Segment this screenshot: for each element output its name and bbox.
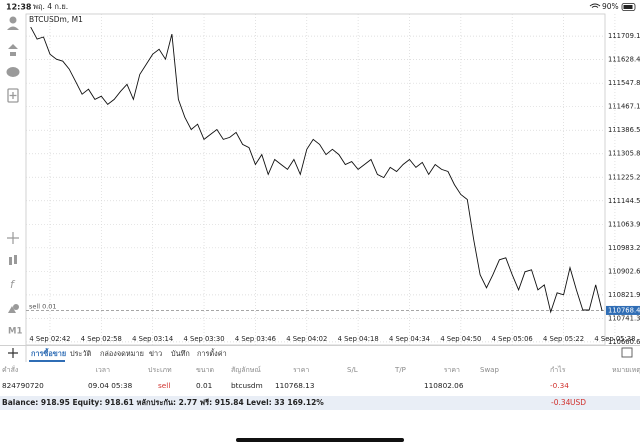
x-tick-label: 4 Sep 03:46 bbox=[235, 335, 276, 343]
price-marker bbox=[606, 305, 640, 315]
left-toolbar: f bbox=[6, 16, 20, 313]
summary-profit: -0.34 bbox=[551, 398, 571, 407]
table-header: กำไร bbox=[550, 365, 566, 374]
x-tick-label: 4 Sep 02:58 bbox=[81, 335, 122, 343]
battery-icon bbox=[621, 3, 636, 11]
summary-bar bbox=[0, 396, 640, 410]
table-header: ราคา bbox=[293, 366, 309, 374]
y-tick-label: 111305.85 bbox=[608, 150, 640, 158]
home-indicator bbox=[236, 438, 404, 442]
tab[interactable]: การตั้งค่า bbox=[197, 348, 227, 358]
y-tick-label: 110660.65 bbox=[608, 338, 640, 346]
y-tick-label: 111709.10 bbox=[608, 32, 640, 40]
table-header: S/L bbox=[347, 366, 358, 374]
indicator-icon[interactable]: f bbox=[10, 278, 16, 291]
chat-icon[interactable] bbox=[6, 67, 20, 77]
candles-icon[interactable] bbox=[9, 257, 12, 265]
objects-icon-2[interactable] bbox=[13, 304, 19, 310]
table-cell[interactable]: 110802.06 bbox=[424, 381, 464, 390]
table-cell[interactable]: 0.01 bbox=[196, 381, 212, 390]
table-cell[interactable]: 09.04 05:38 bbox=[88, 381, 133, 390]
new-order-icon[interactable] bbox=[7, 88, 19, 103]
table-header: ขนาด bbox=[196, 366, 214, 374]
tab[interactable]: กล่องจดหมาย bbox=[100, 349, 144, 358]
table-header: หมายเหตุ bbox=[612, 366, 640, 374]
x-tick-label: 4 Sep 04:34 bbox=[389, 335, 430, 343]
price-marker-label: 110768.46 bbox=[608, 306, 640, 314]
x-tick-label: 4 Sep 04:02 bbox=[286, 335, 327, 343]
tab-underline bbox=[29, 360, 65, 362]
y-tick-label: 111547.80 bbox=[608, 79, 640, 87]
status-date: พฤ. 4 ก.ย. bbox=[33, 2, 68, 11]
tab[interactable]: ประวัติ bbox=[70, 349, 92, 358]
table-cell[interactable]: 110768.13 bbox=[275, 381, 315, 390]
x-tick-label: 4 Sep 05:22 bbox=[543, 335, 584, 343]
wifi-icon bbox=[589, 3, 601, 8]
x-tick-label: 4 Sep 03:14 bbox=[132, 335, 173, 343]
y-tick-label: 111386.50 bbox=[608, 126, 640, 134]
table-header: คำสั่ง bbox=[2, 365, 18, 374]
account-icon[interactable] bbox=[9, 16, 17, 24]
new-order-plus bbox=[9, 92, 17, 99]
x-tick-label: 4 Sep 05:38 bbox=[594, 335, 635, 343]
timeframe-button[interactable]: M1 bbox=[8, 327, 22, 337]
y-tick-label: 110983.25 bbox=[608, 244, 640, 252]
layout-button[interactable] bbox=[621, 347, 633, 358]
add-button[interactable] bbox=[8, 348, 18, 358]
status-time: 12:38 bbox=[6, 3, 32, 12]
tabs: การซื้อขาย ประวัติ กล่องจดหมาย ข่าว บันทึก กา… bbox=[29, 347, 227, 362]
status-battery: 90% bbox=[602, 2, 619, 11]
trade-icon[interactable] bbox=[8, 44, 18, 56]
table-header: T/P bbox=[394, 366, 406, 374]
table-cell[interactable]: 824790720 bbox=[2, 381, 44, 390]
summary-text: Balance: 918.95 Equity: 918.61 หลักประกั… bbox=[2, 398, 324, 407]
table-cell[interactable]: -0.34 bbox=[550, 381, 569, 390]
table-header: Swap bbox=[480, 366, 499, 374]
chart-frame bbox=[25, 13, 606, 346]
x-tick-label: 4 Sep 03:30 bbox=[184, 335, 225, 343]
table-cell[interactable]: btcusdm bbox=[231, 381, 263, 390]
y-tick-label: 111225.20 bbox=[608, 173, 640, 181]
crosshair-icon[interactable] bbox=[7, 232, 19, 244]
table-header: สัญลักษณ์ bbox=[231, 366, 261, 374]
table-cell[interactable]: sell bbox=[158, 381, 170, 390]
table: คำสั่ง เวลา ประเภท ขนาด สัญลักษณ์ ราคา S/L T/P ร… bbox=[2, 365, 640, 390]
order-line-label: sell 0.01 bbox=[29, 303, 57, 311]
objects-icon[interactable] bbox=[8, 306, 16, 313]
x-tick-label: 4 Sep 05:06 bbox=[492, 335, 533, 343]
x-tick-label: 4 Sep 04:18 bbox=[338, 335, 379, 343]
table-header: ประเภท bbox=[148, 366, 172, 374]
y-tick-label: 111467.15 bbox=[608, 103, 640, 111]
chart-title: BTCUSDm, M1 bbox=[29, 15, 83, 24]
y-tick-label: 110741.30 bbox=[608, 314, 640, 322]
account-icon-body[interactable] bbox=[7, 26, 19, 31]
x-tick-label: 4 Sep 04:50 bbox=[440, 335, 481, 343]
battery-level bbox=[623, 5, 633, 9]
x-tick-label: 4 Sep 02:42 bbox=[29, 335, 70, 343]
y-tick-label: 110902.60 bbox=[608, 267, 640, 275]
tab[interactable]: การซื้อขาย bbox=[31, 347, 66, 358]
y-tick-label: 111063.90 bbox=[608, 220, 640, 228]
chart-layer: 111709.10 111628.45 111547.80 111467.15 1113… bbox=[26, 14, 640, 346]
tab[interactable]: บันทึก bbox=[171, 349, 190, 358]
price-line bbox=[30, 26, 603, 314]
table-header: เวลา bbox=[95, 366, 110, 374]
y-tick-label: 111144.55 bbox=[608, 197, 640, 205]
candles-icon-2[interactable] bbox=[14, 255, 17, 264]
summary-currency: USD bbox=[570, 398, 586, 407]
y-tick-label: 110821.95 bbox=[608, 291, 640, 299]
y-tick-label: 111628.45 bbox=[608, 56, 640, 64]
tab[interactable]: ข่าว bbox=[149, 349, 162, 358]
table-header: ราคา bbox=[444, 366, 460, 374]
